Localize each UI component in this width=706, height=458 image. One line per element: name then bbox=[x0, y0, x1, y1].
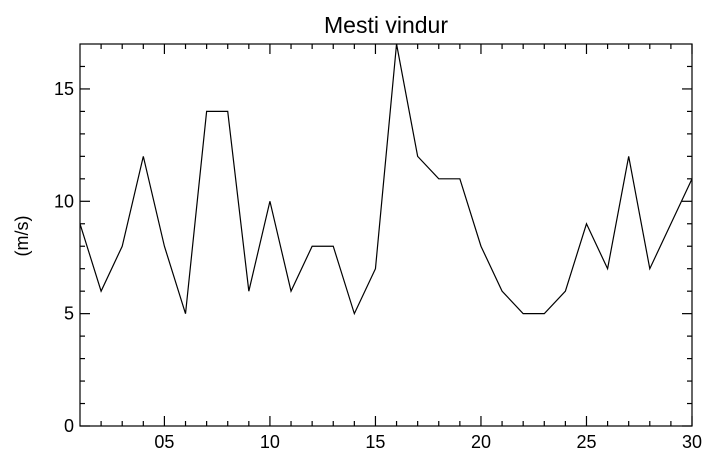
axis-ticks bbox=[80, 44, 693, 427]
plot-frame bbox=[79, 43, 693, 427]
x-tick-label: 25 bbox=[576, 432, 596, 452]
series-line bbox=[79, 43, 693, 316]
y-tick-label: 10 bbox=[54, 191, 74, 211]
x-tick-label: 10 bbox=[260, 432, 280, 452]
x-tick-label: 15 bbox=[365, 432, 385, 452]
y-tick-label: 15 bbox=[54, 79, 74, 99]
x-tick-label: 05 bbox=[154, 432, 174, 452]
x-tick-label: 20 bbox=[471, 432, 491, 452]
x-tick-label: 30 bbox=[682, 432, 702, 452]
chart-title: Mesti vindur bbox=[324, 12, 448, 38]
y-axis-label: (m/s) bbox=[12, 216, 32, 257]
y-tick-label: 5 bbox=[64, 304, 74, 324]
y-tick-label: 0 bbox=[64, 416, 74, 436]
